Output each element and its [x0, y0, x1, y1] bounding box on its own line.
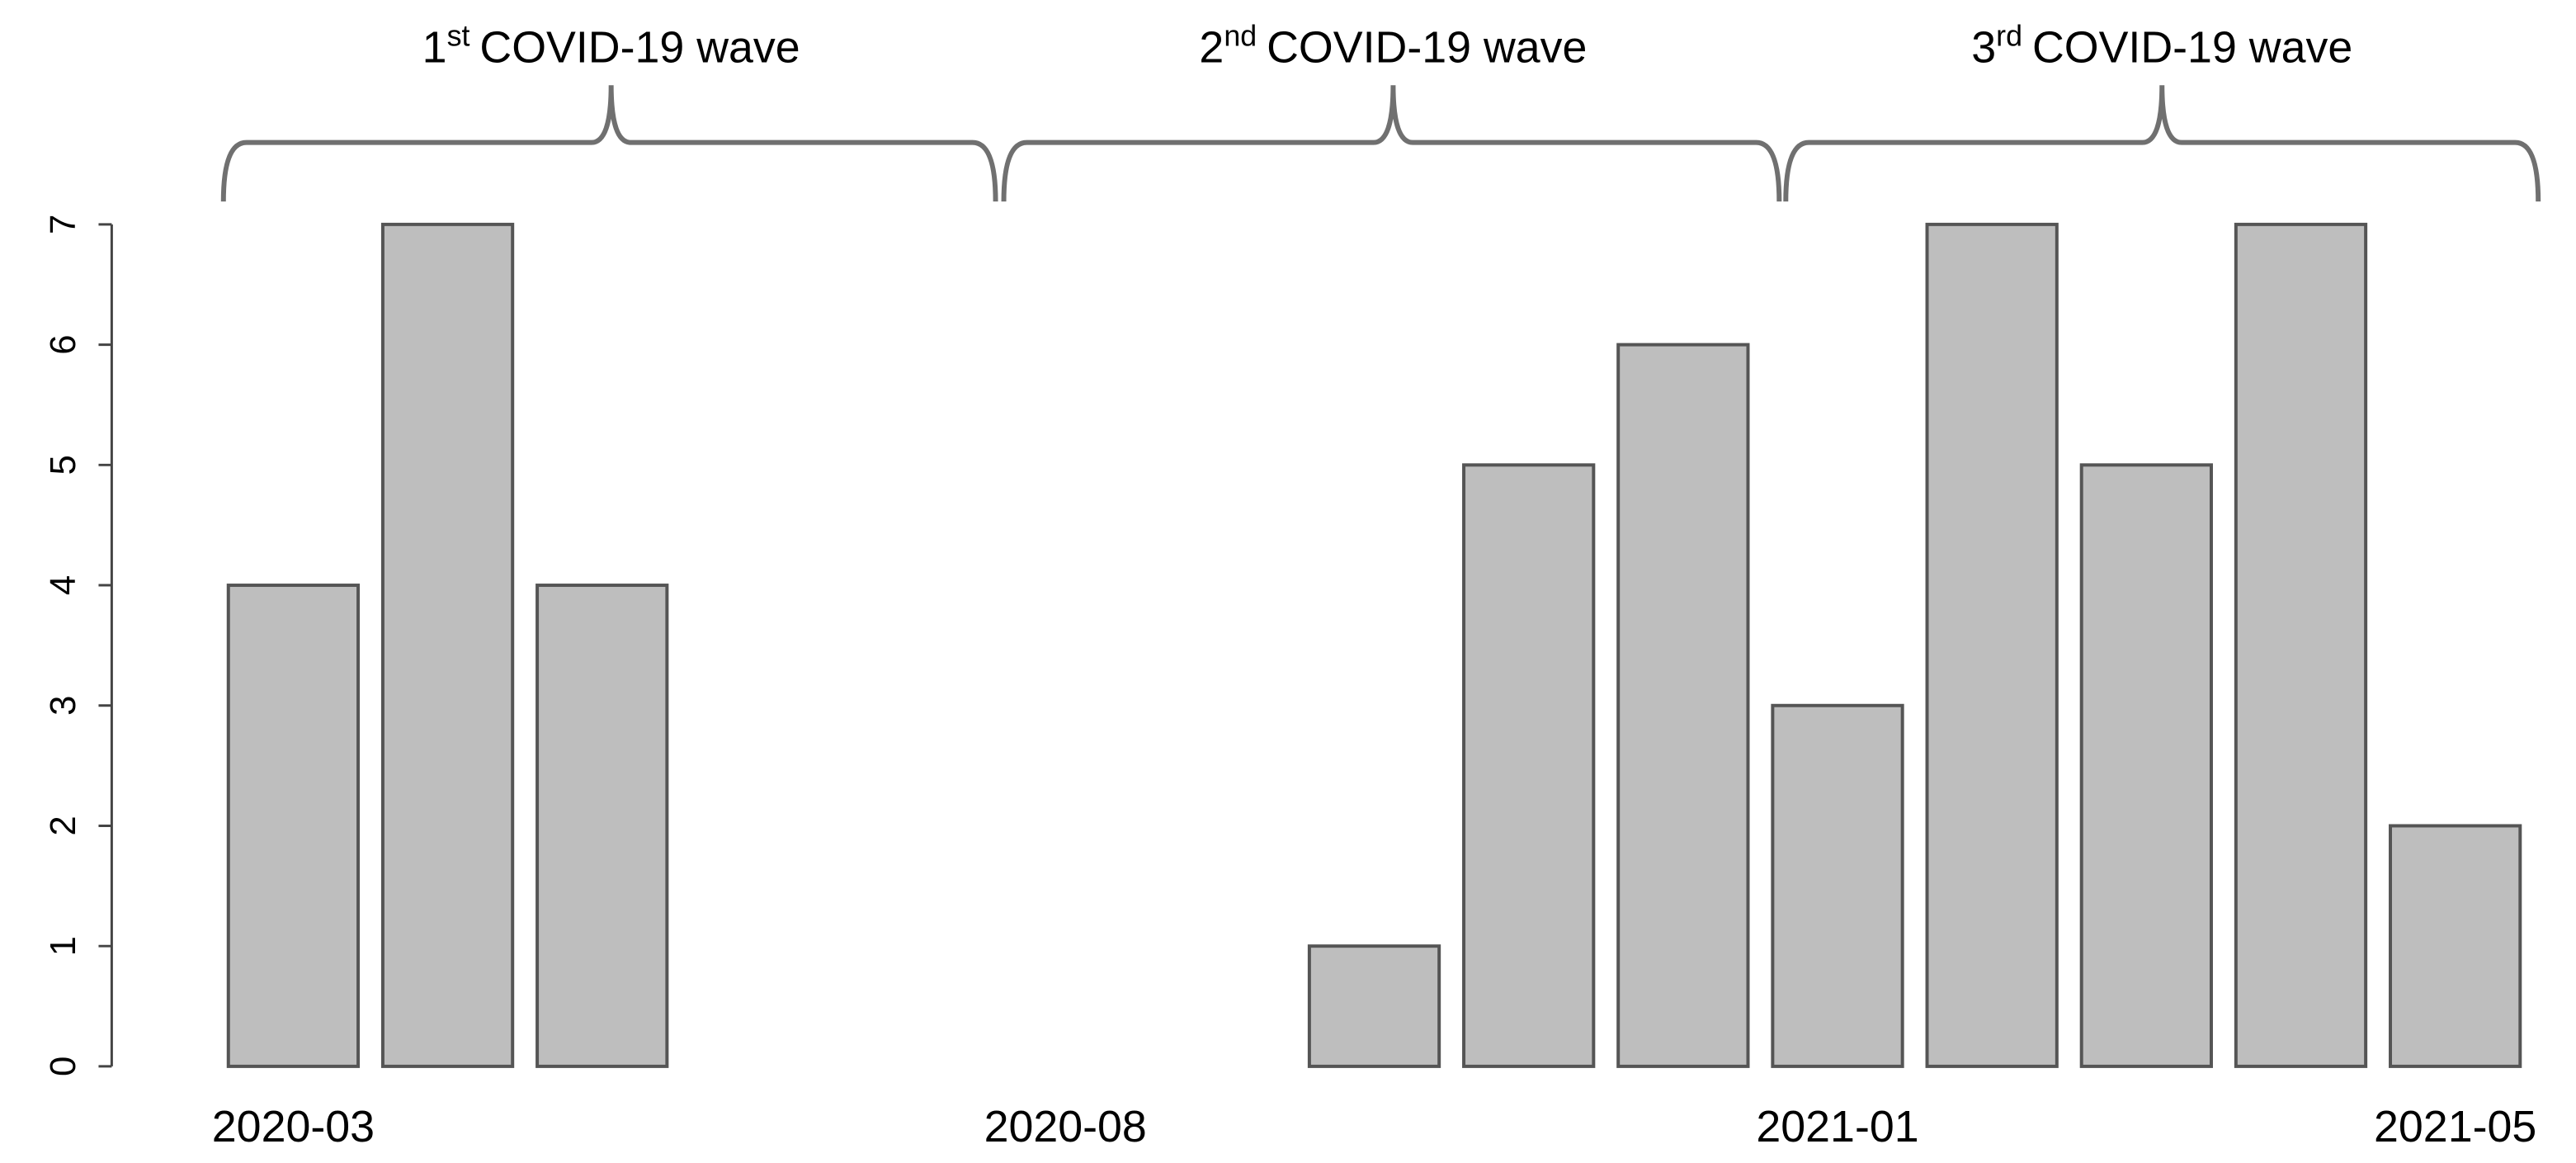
y-tick-label: 1: [43, 936, 83, 956]
x-tick-label: 2020-08: [984, 1102, 1147, 1151]
bar: [1307, 944, 1441, 1068]
wave-text: COVID-19 wave: [1267, 22, 1587, 72]
y-tick-label: 6: [43, 334, 83, 354]
wave-suffix: nd: [1224, 20, 1257, 53]
wave-suffix: st: [447, 20, 470, 53]
bar: [380, 222, 515, 1068]
bar: [2234, 222, 2368, 1068]
wave-suffix: rd: [1996, 20, 2022, 53]
bar: [226, 584, 361, 1068]
y-tick-label: 2: [43, 816, 83, 835]
bar: [1771, 703, 1904, 1068]
bar: [535, 584, 669, 1068]
bar: [1925, 222, 2059, 1068]
wave-text: COVID-19 wave: [479, 22, 800, 72]
y-tick-label: 4: [43, 575, 83, 595]
y-tick-label: 0: [43, 1057, 83, 1076]
wave-label: 1st COVID-19 wave: [422, 20, 800, 73]
wave-brackets: [220, 85, 2541, 202]
x-tick-label: 2021-01: [1756, 1102, 1918, 1151]
wave-bracket: [1001, 85, 1782, 202]
wave-bracket: [1783, 85, 2541, 202]
bar: [1462, 463, 1596, 1068]
y-tick-label: 3: [43, 696, 83, 716]
bar: [1616, 343, 1750, 1068]
y-tick-label: 7: [43, 215, 83, 234]
wave-number: 1: [422, 22, 447, 72]
wave-number: 3: [1971, 22, 1996, 72]
bar: [2389, 824, 2522, 1068]
wave-label: 3rd COVID-19 wave: [1971, 20, 2352, 73]
x-tick-label: 2021-05: [2374, 1102, 2536, 1151]
wave-text: COVID-19 wave: [2032, 22, 2352, 72]
y-tick-label: 5: [43, 455, 83, 475]
x-tick-label: 2020-03: [212, 1102, 375, 1151]
wave-label: 2nd COVID-19 wave: [1199, 20, 1587, 73]
wave-bracket: [220, 85, 998, 202]
bar: [2079, 463, 2213, 1068]
wave-number: 2: [1199, 22, 1224, 72]
